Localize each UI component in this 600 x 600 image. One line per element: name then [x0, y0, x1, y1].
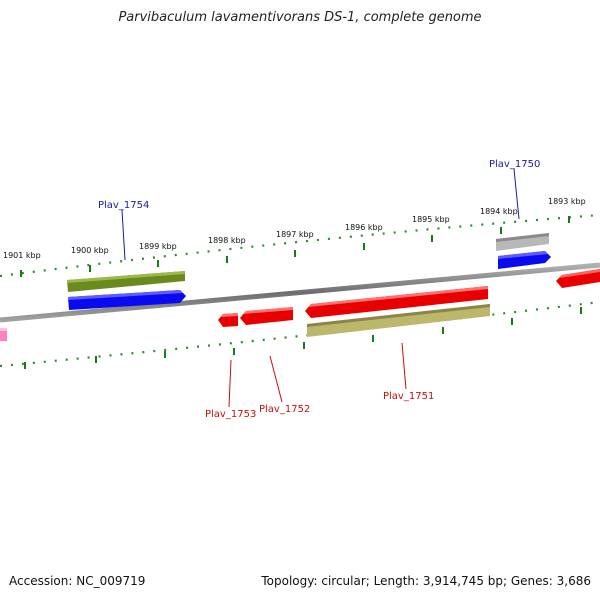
inner-tick-ring	[0, 300, 600, 368]
leader-line	[121, 209, 126, 261]
gene-red-highlight	[560, 269, 600, 278]
scale-label: 1896 kbp	[345, 223, 383, 232]
inner-major-ticks	[24, 307, 582, 369]
gene-label-plav-1751[interactable]: Plav_1751	[383, 391, 434, 402]
gene-blue-highlight	[68, 290, 183, 300]
gene-label-plav-1750[interactable]: Plav_1750	[489, 159, 540, 170]
gene-red-feature[interactable]	[556, 269, 600, 288]
gene-label-plav-1752[interactable]: Plav_1752	[259, 404, 310, 415]
gene-pink-feature[interactable]	[0, 328, 7, 341]
gene-gray-shade	[496, 233, 549, 242]
gene-labels: Plav_1754 Plav_1750 Plav_1753 Plav_1752 …	[98, 159, 540, 420]
genome-backbone	[0, 262, 600, 323]
scale-labels: 1901 kbp 1900 kbp 1899 kbp 1898 kbp 1897…	[3, 197, 586, 260]
forward-strand-genes	[67, 233, 600, 310]
gene-pink-highlight	[0, 328, 7, 331]
gene-green-highlight	[67, 271, 185, 283]
scale-label: 1897 kbp	[276, 230, 314, 239]
gene-red-highlight	[308, 286, 488, 307]
gene-red-feature[interactable]	[305, 286, 488, 318]
leader-line	[228, 359, 232, 408]
accession-text: Accession: NC_009719	[9, 574, 146, 588]
scale-label: 1899 kbp	[139, 242, 177, 251]
scale-label: 1894 kbp	[480, 207, 518, 216]
scale-label: 1895 kbp	[412, 215, 450, 224]
scale-label: 1900 kbp	[71, 246, 109, 255]
reverse-strand-genes	[0, 286, 490, 341]
gene-label-plav-1753[interactable]: Plav_1753	[205, 409, 256, 420]
gene-red-highlight	[243, 307, 293, 314]
scale-label: 1898 kbp	[208, 236, 246, 245]
outer-tick-ring	[0, 213, 600, 278]
gene-blue-feature[interactable]	[68, 290, 186, 310]
gene-label-plav-1754[interactable]: Plav_1754	[98, 200, 149, 211]
gene-khaki-feature[interactable]	[307, 304, 490, 337]
leader-line	[401, 342, 407, 390]
gene-khaki-shade	[307, 304, 490, 327]
gene-red-highlight	[221, 313, 238, 317]
genome-summary-text: Topology: circular; Length: 3,914,745 bp…	[261, 574, 591, 588]
leader-line	[513, 168, 520, 220]
outer-major-ticks	[20, 216, 570, 277]
leader-line	[269, 355, 283, 403]
map-title: Parvibaculum lavamentivorans DS-1, compl…	[118, 10, 482, 25]
gene-blue-highlight	[498, 251, 548, 259]
scale-label: 1901 kbp	[3, 251, 41, 260]
scale-label: 1893 kbp	[548, 197, 586, 206]
